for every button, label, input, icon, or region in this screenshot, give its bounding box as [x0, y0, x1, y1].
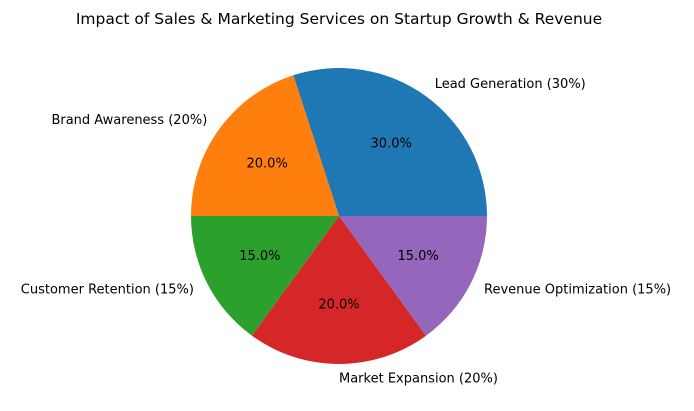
chart-title: Impact of Sales & Marketing Services on … — [76, 10, 602, 28]
slice-label: Revenue Optimization (15%) — [484, 282, 671, 297]
slice-label: Market Expansion (20%) — [339, 371, 498, 386]
slice-label: Brand Awareness (20%) — [51, 113, 207, 128]
pie-slice-2 — [191, 216, 339, 336]
pie-slices — [191, 67, 487, 364]
slice-percent-label: 20.0% — [318, 297, 359, 312]
slice-percent-label: 30.0% — [371, 137, 412, 152]
slice-percent-label: 20.0% — [247, 156, 288, 171]
pie-slice-3 — [252, 216, 426, 364]
pie-slice-1 — [191, 75, 339, 216]
pie-slice-4 — [339, 216, 487, 336]
pie-labels: Lead Generation (30%) 30.0% Brand Awarenes… — [21, 77, 671, 387]
pie-slice-0 — [293, 67, 487, 217]
slice-label: Lead Generation (30%) — [435, 77, 586, 92]
slice-percent-label: 15.0% — [397, 249, 438, 264]
slice-label: Customer Retention (15%) — [21, 282, 194, 297]
slice-percent-label: 15.0% — [239, 249, 280, 264]
